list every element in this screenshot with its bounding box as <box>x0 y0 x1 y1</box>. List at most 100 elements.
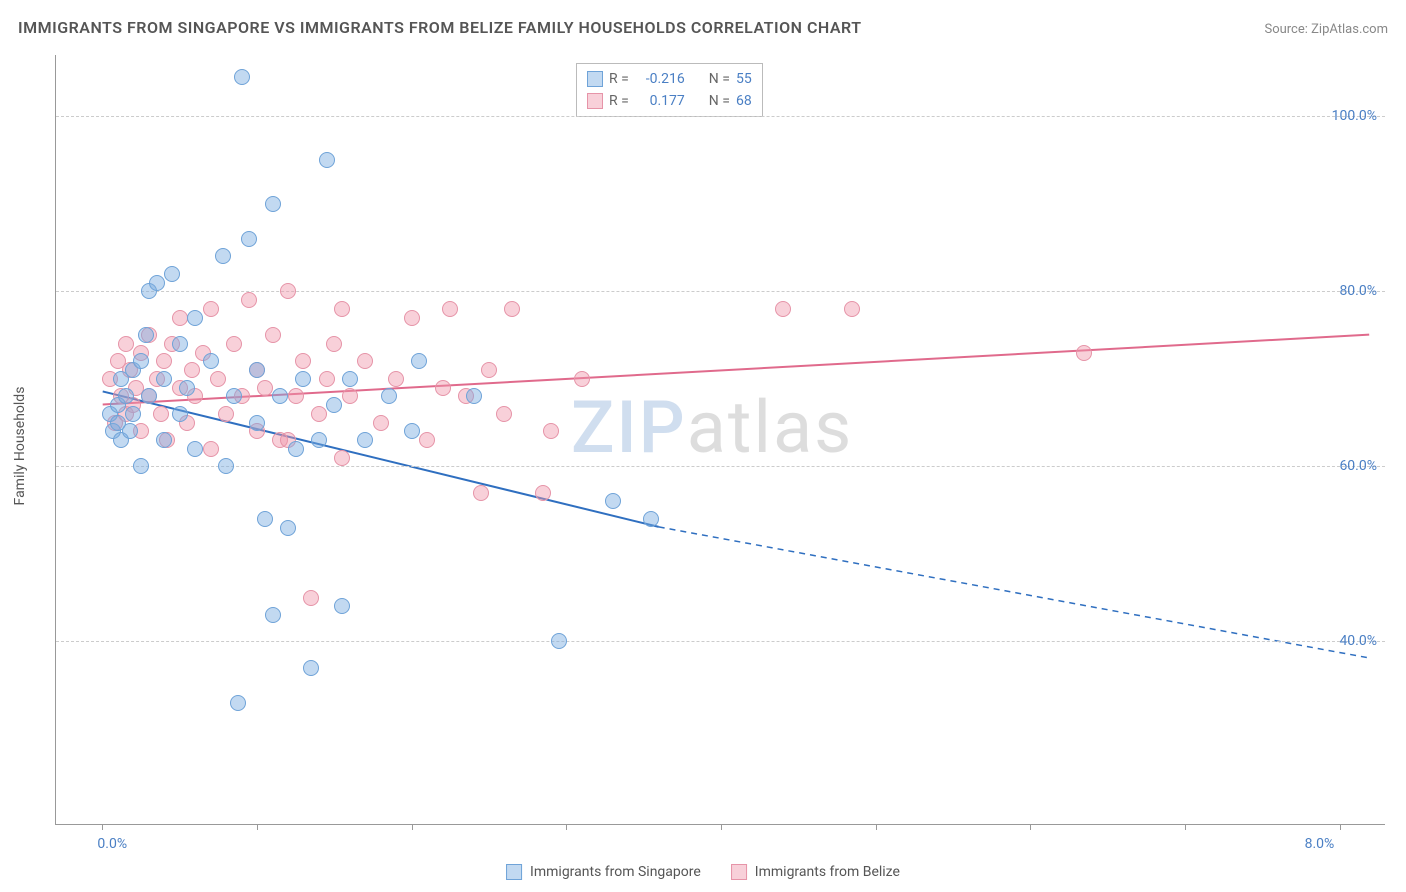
scatter-point-singapore <box>257 511 273 527</box>
scatter-point-belize <box>435 380 451 396</box>
scatter-point-belize <box>203 441 219 457</box>
scatter-point-singapore <box>466 388 482 404</box>
scatter-point-belize <box>504 301 520 317</box>
trend-lines-layer <box>56 55 1385 824</box>
legend-swatch <box>731 864 747 880</box>
x-tick <box>721 824 722 830</box>
scatter-point-singapore <box>179 380 195 396</box>
gridline-h <box>56 116 1385 117</box>
scatter-point-singapore <box>411 353 427 369</box>
scatter-point-belize <box>311 406 327 422</box>
scatter-point-belize <box>218 406 234 422</box>
correlation-legend: R =-0.216N =55R =0.177N =68 <box>576 63 763 117</box>
scatter-point-belize <box>775 301 791 317</box>
scatter-point-singapore <box>404 423 420 439</box>
scatter-point-singapore <box>164 266 180 282</box>
scatter-point-belize <box>543 423 559 439</box>
x-tick <box>1185 824 1186 830</box>
scatter-point-belize <box>156 353 172 369</box>
n-value: 55 <box>736 71 752 87</box>
scatter-point-singapore <box>265 196 281 212</box>
scatter-point-singapore <box>172 336 188 352</box>
chart-title: IMMIGRANTS FROM SINGAPORE VS IMMIGRANTS … <box>18 18 862 37</box>
scatter-point-singapore <box>156 432 172 448</box>
scatter-point-belize <box>535 485 551 501</box>
scatter-point-belize <box>210 371 226 387</box>
plot-area: ZIPatlas R =-0.216N =55R =0.177N =68 40.… <box>55 55 1385 825</box>
legend-swatch <box>587 71 603 87</box>
scatter-point-belize <box>295 353 311 369</box>
scatter-point-belize <box>241 292 257 308</box>
r-value: 0.177 <box>635 93 685 109</box>
scatter-point-belize <box>319 371 335 387</box>
scatter-point-belize <box>481 362 497 378</box>
scatter-point-singapore <box>187 310 203 326</box>
legend-item-belize: Immigrants from Belize <box>731 864 900 880</box>
scatter-point-singapore <box>551 633 567 649</box>
scatter-point-belize <box>226 336 242 352</box>
x-tick <box>1340 824 1341 830</box>
scatter-point-singapore <box>303 660 319 676</box>
scatter-point-singapore <box>133 458 149 474</box>
scatter-point-singapore <box>138 327 154 343</box>
x-tick <box>876 824 877 830</box>
scatter-point-singapore <box>643 511 659 527</box>
scatter-point-singapore <box>319 152 335 168</box>
x-tick-label: 0.0% <box>97 836 127 852</box>
legend-row-singapore: R =-0.216N =55 <box>587 68 752 90</box>
scatter-point-singapore <box>172 406 188 422</box>
scatter-point-singapore <box>272 388 288 404</box>
y-tick-label: 60.0% <box>1339 458 1377 474</box>
x-tick-label: 8.0% <box>1305 836 1335 852</box>
legend-swatch <box>506 864 522 880</box>
scatter-point-belize <box>473 485 489 501</box>
scatter-point-belize <box>265 327 281 343</box>
scatter-point-belize <box>280 283 296 299</box>
scatter-point-singapore <box>326 397 342 413</box>
scatter-point-singapore <box>125 406 141 422</box>
scatter-point-singapore <box>381 388 397 404</box>
scatter-point-belize <box>172 310 188 326</box>
n-label: N = <box>709 71 730 87</box>
scatter-point-belize <box>303 590 319 606</box>
scatter-point-belize <box>1076 345 1092 361</box>
scatter-point-belize <box>288 388 304 404</box>
scatter-point-singapore <box>215 248 231 264</box>
gridline-h <box>56 291 1385 292</box>
scatter-point-singapore <box>234 69 250 85</box>
scatter-point-belize <box>184 362 200 378</box>
scatter-point-belize <box>257 380 273 396</box>
scatter-point-belize <box>442 301 458 317</box>
scatter-point-singapore <box>187 441 203 457</box>
scatter-point-singapore <box>605 493 621 509</box>
scatter-point-singapore <box>249 415 265 431</box>
scatter-point-belize <box>342 388 358 404</box>
scatter-point-belize <box>357 353 373 369</box>
scatter-point-singapore <box>118 388 134 404</box>
source-attribution: Source: ZipAtlas.com <box>1264 22 1388 37</box>
r-label: R = <box>609 71 629 87</box>
legend-label: Immigrants from Belize <box>755 864 900 880</box>
watermark-atlas: atlas <box>687 385 854 470</box>
scatter-point-singapore <box>288 441 304 457</box>
scatter-point-singapore <box>149 275 165 291</box>
x-tick <box>412 824 413 830</box>
series-legend: Immigrants from SingaporeImmigrants from… <box>496 864 910 880</box>
n-value: 68 <box>736 93 752 109</box>
scatter-point-belize <box>496 406 512 422</box>
scatter-point-belize <box>203 301 219 317</box>
scatter-point-singapore <box>311 432 327 448</box>
watermark-zip: ZIP <box>571 385 687 470</box>
r-label: R = <box>609 93 629 109</box>
scatter-point-singapore <box>230 695 246 711</box>
scatter-point-singapore <box>249 362 265 378</box>
x-tick <box>257 824 258 830</box>
scatter-point-singapore <box>156 371 172 387</box>
x-tick <box>1030 824 1031 830</box>
scatter-point-singapore <box>141 388 157 404</box>
y-tick-label: 100.0% <box>1332 108 1377 124</box>
y-tick-label: 40.0% <box>1339 633 1377 649</box>
scatter-point-singapore <box>241 231 257 247</box>
y-axis-title: Family Households <box>12 387 28 506</box>
n-label: N = <box>709 93 730 109</box>
